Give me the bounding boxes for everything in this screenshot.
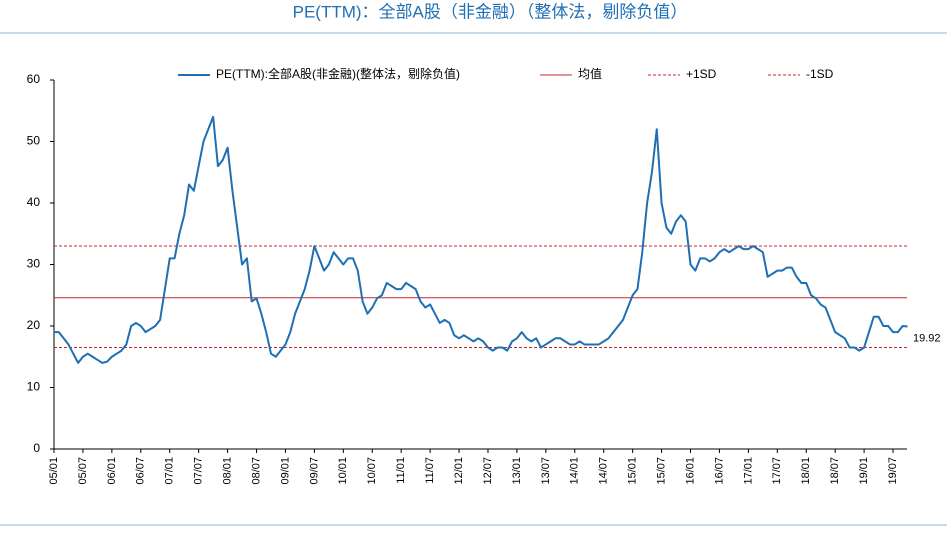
y-tick-label: 30	[27, 257, 41, 271]
x-tick-label: 14/01	[569, 457, 581, 485]
x-tick-label: 18/01	[800, 457, 812, 485]
x-tick-label: 17/07	[771, 457, 783, 485]
x-tick-label: 07/07	[193, 457, 205, 485]
x-tick-label: 13/07	[540, 457, 552, 485]
x-tick-label: 19/07	[887, 457, 899, 485]
x-tick-label: 10/01	[337, 457, 349, 485]
x-tick-label: 07/01	[164, 457, 176, 485]
x-tick-label: 19/01	[858, 457, 870, 485]
x-tick-label: 14/07	[598, 457, 610, 485]
x-tick-label: 08/07	[250, 457, 262, 485]
x-tick-label: 11/07	[424, 457, 436, 484]
legend-label: -1SD	[806, 67, 834, 81]
x-tick-label: 11/01	[395, 457, 407, 484]
x-tick-label: 16/01	[684, 457, 696, 485]
y-tick-label: 0	[33, 441, 40, 455]
end-value-label: 19.92	[913, 332, 941, 344]
x-tick-label: 06/01	[106, 457, 118, 485]
x-tick-label: 05/07	[77, 457, 89, 485]
x-tick-label: 09/01	[279, 457, 291, 485]
x-tick-label: 15/07	[655, 457, 667, 485]
y-tick-label: 10	[27, 380, 41, 394]
y-tick-label: 20	[27, 318, 41, 332]
x-tick-label: 12/07	[482, 457, 494, 485]
x-tick-label: 18/07	[829, 457, 841, 485]
chart-title: PE(TTM)：全部A股（非金融）（整体法，剔除负值）	[293, 2, 688, 21]
x-tick-label: 17/01	[742, 457, 754, 485]
legend-label: +1SD	[686, 67, 717, 81]
y-tick-label: 60	[27, 72, 41, 86]
legend-label: 均值	[578, 66, 602, 81]
x-tick-label: 12/01	[453, 457, 465, 485]
x-tick-label: 10/07	[366, 457, 378, 485]
x-tick-label: 06/07	[135, 457, 147, 485]
x-tick-label: 09/07	[308, 457, 320, 485]
x-tick-label: 15/01	[627, 457, 639, 485]
data-line	[54, 115, 908, 364]
y-tick-label: 40	[27, 195, 41, 209]
legend-label: PE(TTM):全部A股(非金融)(整体法，剔除负值)	[216, 66, 460, 81]
x-tick-label: 05/01	[48, 457, 60, 485]
x-tick-label: 16/07	[713, 457, 725, 485]
x-tick-label: 13/01	[511, 457, 523, 485]
y-tick-label: 50	[27, 134, 41, 148]
x-tick-label: 08/01	[221, 457, 233, 485]
